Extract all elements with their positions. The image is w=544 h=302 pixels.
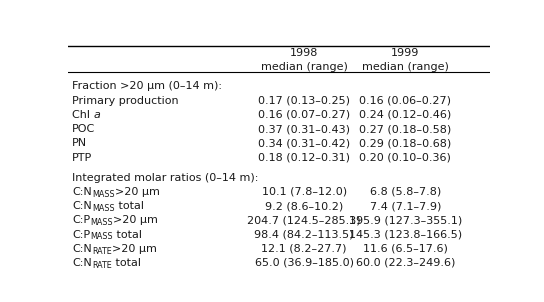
Text: 60.0 (22.3–249.6): 60.0 (22.3–249.6) <box>356 258 455 268</box>
Text: RATE: RATE <box>92 261 112 270</box>
Text: 145.3 (123.8–166.5): 145.3 (123.8–166.5) <box>349 230 462 239</box>
Text: total: total <box>113 230 142 239</box>
Text: 0.18 (0.12–0.31): 0.18 (0.12–0.31) <box>258 153 350 162</box>
Text: POC: POC <box>72 124 95 134</box>
Text: 1999: 1999 <box>391 48 419 58</box>
Text: C:P: C:P <box>72 215 90 225</box>
Text: 195.9 (127.3–355.1): 195.9 (127.3–355.1) <box>349 215 462 225</box>
Text: total: total <box>112 258 141 268</box>
Text: PN: PN <box>72 138 88 148</box>
Text: Primary production: Primary production <box>72 96 179 106</box>
Text: >20 μm: >20 μm <box>115 187 159 197</box>
Text: PTP: PTP <box>72 153 92 162</box>
Text: C:N: C:N <box>72 244 92 254</box>
Text: MASS: MASS <box>92 190 115 199</box>
Text: 6.8 (5.8–7.8): 6.8 (5.8–7.8) <box>370 187 441 197</box>
Text: 12.1 (8.2–27.7): 12.1 (8.2–27.7) <box>261 244 347 254</box>
Text: 0.16 (0.07–0.27): 0.16 (0.07–0.27) <box>258 110 350 120</box>
Text: RATE: RATE <box>92 246 112 255</box>
Text: Integrated molar ratios (0–14 m):: Integrated molar ratios (0–14 m): <box>72 173 258 183</box>
Text: C:N: C:N <box>72 201 92 211</box>
Text: 0.16 (0.06–0.27): 0.16 (0.06–0.27) <box>359 96 452 106</box>
Text: 0.17 (0.13–0.25): 0.17 (0.13–0.25) <box>258 96 350 106</box>
Text: 0.24 (0.12–0.46): 0.24 (0.12–0.46) <box>359 110 452 120</box>
Text: Chl: Chl <box>72 110 94 120</box>
Text: 0.37 (0.31–0.43): 0.37 (0.31–0.43) <box>258 124 350 134</box>
Text: total: total <box>115 201 144 211</box>
Text: 0.20 (0.10–0.36): 0.20 (0.10–0.36) <box>360 153 451 162</box>
Text: 10.1 (7.8–12.0): 10.1 (7.8–12.0) <box>262 187 347 197</box>
Text: median (range): median (range) <box>261 62 348 72</box>
Text: MASS: MASS <box>92 204 115 213</box>
Text: C:P: C:P <box>72 230 90 239</box>
Text: 98.4 (84.2–113.5): 98.4 (84.2–113.5) <box>255 230 354 239</box>
Text: median (range): median (range) <box>362 62 449 72</box>
Text: 11.6 (6.5–17.6): 11.6 (6.5–17.6) <box>363 244 448 254</box>
Text: Fraction >20 μm (0–14 m):: Fraction >20 μm (0–14 m): <box>72 81 222 91</box>
Text: 0.27 (0.18–0.58): 0.27 (0.18–0.58) <box>359 124 452 134</box>
Text: C:N: C:N <box>72 258 92 268</box>
Text: 9.2 (8.6–10.2): 9.2 (8.6–10.2) <box>265 201 343 211</box>
Text: MASS: MASS <box>90 218 113 227</box>
Text: >20 μm: >20 μm <box>112 244 157 254</box>
Text: 0.34 (0.31–0.42): 0.34 (0.31–0.42) <box>258 138 350 148</box>
Text: MASS: MASS <box>90 232 113 241</box>
Text: 7.4 (7.1–7.9): 7.4 (7.1–7.9) <box>369 201 441 211</box>
Text: a: a <box>94 110 101 120</box>
Text: C:N: C:N <box>72 187 92 197</box>
Text: 0.29 (0.18–0.68): 0.29 (0.18–0.68) <box>359 138 452 148</box>
Text: 204.7 (124.5–285.3): 204.7 (124.5–285.3) <box>248 215 361 225</box>
Text: 1998: 1998 <box>290 48 318 58</box>
Text: >20 μm: >20 μm <box>113 215 158 225</box>
Text: 65.0 (36.9–185.0): 65.0 (36.9–185.0) <box>255 258 354 268</box>
